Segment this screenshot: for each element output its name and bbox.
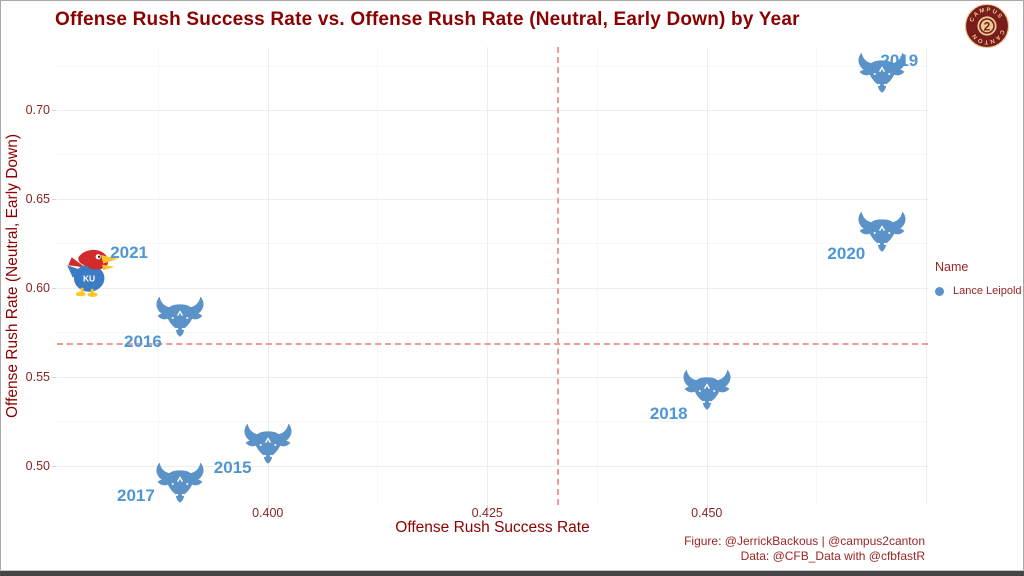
year-label-2019: 2019 xyxy=(880,51,919,71)
x-tick-mark xyxy=(706,505,708,509)
legend-entry: Lance Leipold xyxy=(935,285,1022,297)
x-axis-title: Offense Rush Success Rate xyxy=(395,519,590,536)
x-tick-mark xyxy=(267,505,269,509)
y-minor-gridline xyxy=(57,65,928,67)
credit-line-data: Data: @CFB_Data with @cfbfastR xyxy=(740,549,925,563)
y-major-gridline xyxy=(57,109,928,111)
data-point-2018 xyxy=(681,368,733,415)
campus2canton-logo-icon: CAMPUS CANTON 2 xyxy=(964,3,1010,49)
x-tick-label: 0.400 xyxy=(252,506,284,520)
y-tick-mark xyxy=(52,287,56,289)
figure-credits: Figure: @JerrickBackous | @campus2canton… xyxy=(684,534,925,564)
y-minor-gridline xyxy=(57,154,928,156)
y-minor-gridline xyxy=(57,421,928,423)
buffalo-bull-icon xyxy=(156,296,204,337)
bottom-bar xyxy=(0,570,1024,576)
y-major-gridline xyxy=(57,376,928,378)
x-minor-gridline xyxy=(377,47,379,505)
legend-title: Name xyxy=(935,260,969,274)
y-tick-label: 0.50 xyxy=(25,458,50,473)
y-tick-mark xyxy=(52,198,56,200)
data-point-2016 xyxy=(154,295,206,342)
x-minor-gridline xyxy=(596,47,598,505)
reference-vline xyxy=(557,47,560,505)
x-tick-label: 0.425 xyxy=(471,506,503,520)
year-label-2021: 2021 xyxy=(110,242,149,262)
y-tick-label: 0.70 xyxy=(25,102,50,117)
kansas-jayhawk-icon: KU xyxy=(67,249,119,297)
y-tick-mark xyxy=(52,109,56,111)
chart-title: Offense Rush Success Rate vs. Offense Ru… xyxy=(55,9,800,30)
data-point-2020 xyxy=(856,209,908,256)
year-label-2018: 2018 xyxy=(649,404,688,424)
ku-chest-letters: KU xyxy=(83,274,95,284)
plot-panel: 2015 2016 xyxy=(57,47,928,505)
data-point-2019 xyxy=(856,51,908,98)
y-tick-label: 0.65 xyxy=(25,191,50,206)
badge-center-ring xyxy=(979,18,995,34)
legend-marker-dot-icon xyxy=(935,286,944,296)
x-major-gridline xyxy=(487,47,489,505)
year-label-2020: 2020 xyxy=(827,243,866,263)
data-point-2015 xyxy=(242,421,294,468)
x-major-gridline xyxy=(706,47,708,505)
y-minor-gridline xyxy=(57,332,928,334)
data-point-2017 xyxy=(154,460,206,507)
legend-entry-label: Lance Leipold xyxy=(953,285,1022,297)
y-tick-label: 0.55 xyxy=(25,369,50,384)
x-major-gridline xyxy=(267,47,269,505)
buffalo-bull-icon xyxy=(244,423,292,464)
y-major-gridline xyxy=(57,287,928,289)
x-tick-mark xyxy=(487,505,489,509)
reference-hline xyxy=(57,343,928,346)
y-tick-mark xyxy=(52,376,56,378)
y-major-gridline xyxy=(57,465,928,467)
x-minor-gridline xyxy=(816,47,818,505)
buffalo-bull-icon xyxy=(683,369,731,410)
y-tick-mark xyxy=(52,465,56,467)
x-minor-gridline xyxy=(157,47,159,505)
x-major-gridline xyxy=(926,47,928,505)
credit-line-figure: Figure: @JerrickBackous | @campus2canton xyxy=(684,534,925,548)
y-major-gridline xyxy=(57,198,928,200)
buffalo-bull-icon xyxy=(858,211,906,252)
year-label-2016: 2016 xyxy=(124,332,162,352)
buffalo-bull-icon xyxy=(858,53,906,94)
x-tick-label: 0.450 xyxy=(691,506,723,520)
legend: Name Lance Leipold xyxy=(935,260,1022,297)
y-tick-label: 0.60 xyxy=(25,280,50,295)
year-label-2015: 2015 xyxy=(213,457,252,477)
badge-center-number: 2 xyxy=(984,19,991,33)
y-minor-gridline xyxy=(57,243,928,245)
year-label-2017: 2017 xyxy=(117,485,155,505)
data-point-2021: KU xyxy=(64,246,121,298)
buffalo-bull-icon xyxy=(156,462,204,503)
